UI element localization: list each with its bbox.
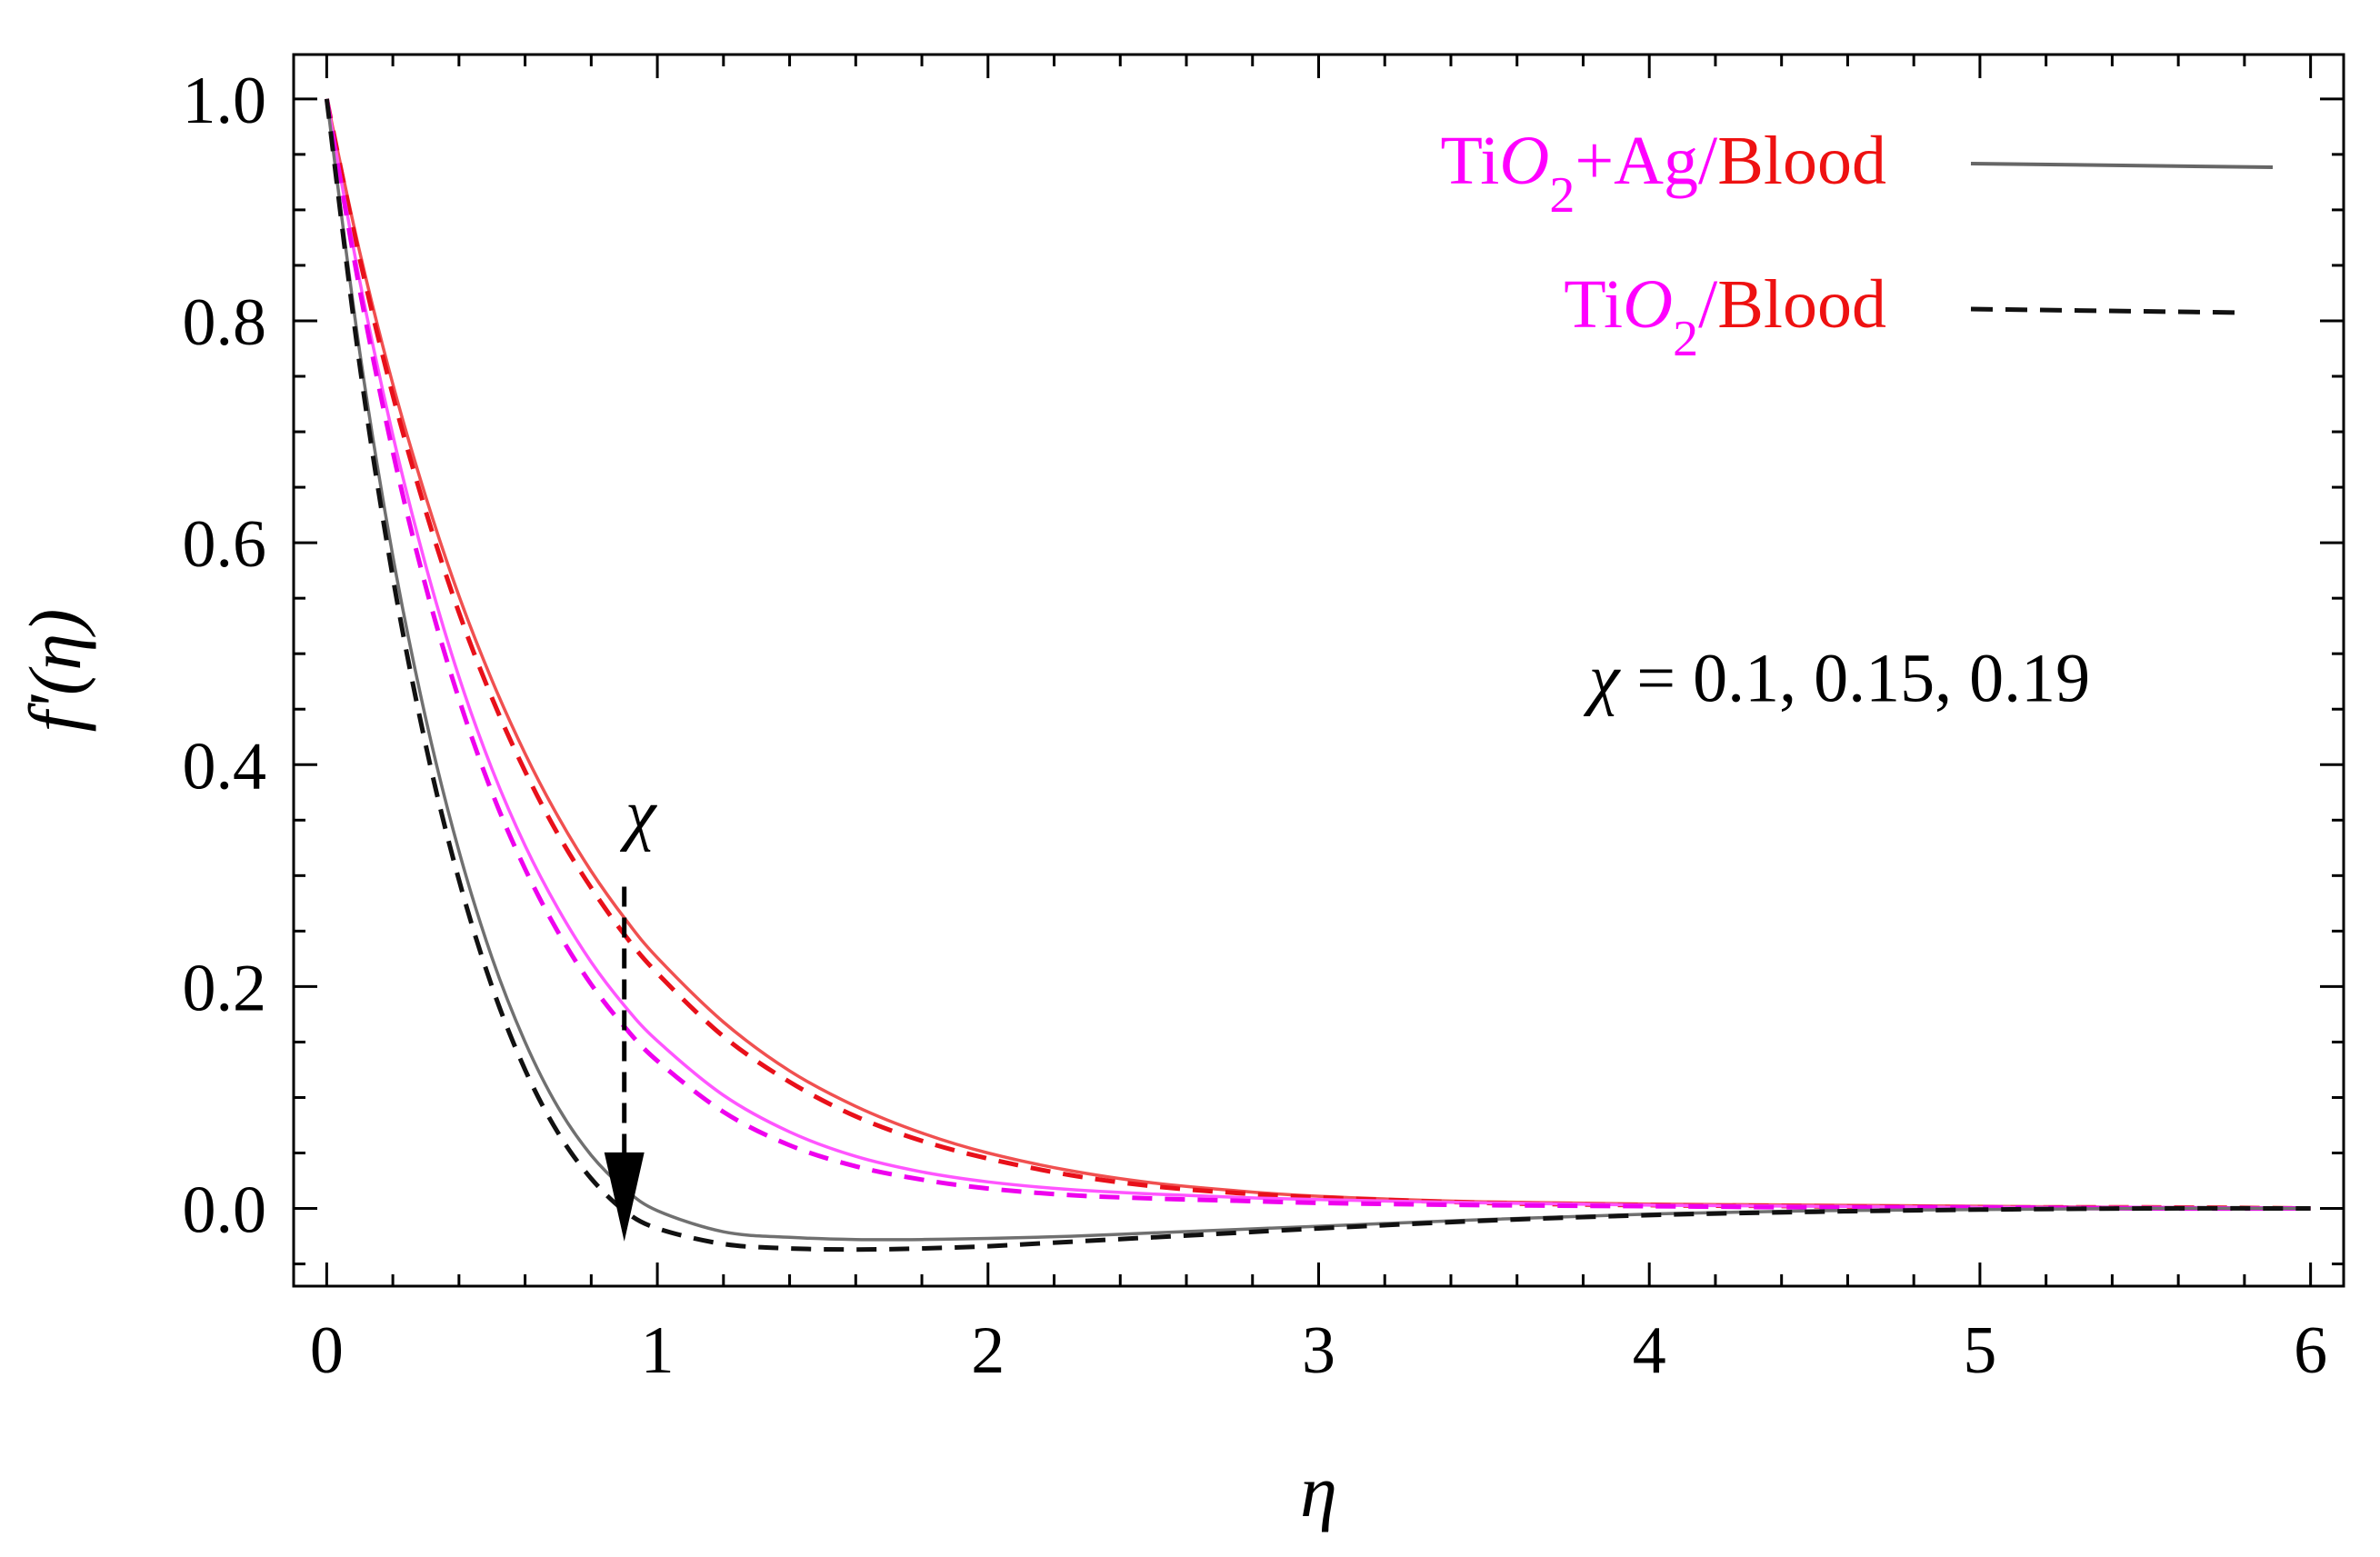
- legend-text-part: Ti: [1564, 266, 1623, 343]
- series-line-6: [324, 98, 2311, 1253]
- x-tick-label: 0: [310, 1313, 344, 1388]
- y-tick-label: 0.4: [183, 729, 267, 803]
- series-line-5: [325, 98, 2311, 1242]
- legend-text-part: /: [1698, 266, 1718, 343]
- chi-values-annotation: χ = 0.1, 0.15, 0.19: [1583, 641, 2090, 717]
- x-tick-label: 2: [971, 1313, 1005, 1388]
- y-tick-label: 0.0: [183, 1173, 267, 1248]
- x-tick-label: 3: [1302, 1313, 1335, 1388]
- legend-text-part: O: [1499, 123, 1549, 199]
- series-line-2: [324, 98, 2311, 1211]
- y-tick-label: 0.8: [183, 285, 267, 360]
- legend-text-part: O: [1623, 266, 1673, 343]
- annotation-layer: χχ = 0.1, 0.15, 0.19: [604, 641, 2090, 1242]
- y-tick-label: 0.2: [183, 951, 267, 1025]
- legend-text-part: +Ag/: [1575, 123, 1718, 199]
- y-tick-label: 0.6: [183, 507, 267, 582]
- chi-arrow-label: χ: [619, 776, 657, 853]
- x-axis-title: η: [1300, 1450, 1337, 1532]
- x-tick-label: 4: [1633, 1313, 1666, 1388]
- chi-values-text: = 0.1, 0.15, 0.19: [1619, 641, 2090, 717]
- y-axis-title: f'(η): [14, 609, 96, 733]
- x-tick-label: 6: [2294, 1313, 2327, 1388]
- x-tick-label: 1: [641, 1313, 675, 1388]
- label-layer: 0 1 2 3 4 5 6 0.0 0.2 0.4 0.6 0.8 1.0 η f'(η): [14, 64, 2327, 1532]
- x-tick-label: 5: [1963, 1313, 1996, 1388]
- y-tick-label: 1.0: [183, 64, 267, 138]
- legend-text-part: Ti: [1441, 123, 1500, 199]
- legend-text-part: 2: [1549, 167, 1575, 224]
- legend-entry-1-line: [1970, 162, 2274, 169]
- legend-entry-2-label: TiO2/Blood: [1564, 266, 1886, 367]
- series-layer: [324, 98, 2311, 1253]
- series-line-3: [325, 98, 2311, 1211]
- legend-entry-1-label: TiO2+Ag/Blood: [1441, 123, 1886, 224]
- chi-values-symbol: χ: [1583, 641, 1621, 717]
- legend-text-part: Blood: [1717, 266, 1886, 343]
- legend-entry-2-line: [1970, 306, 2246, 315]
- legend-text-part: Blood: [1717, 123, 1886, 199]
- legend-text-part: 2: [1673, 311, 1698, 367]
- tick-layer: [294, 55, 2344, 1286]
- arrow-head: [604, 1152, 645, 1242]
- series-line-4: [324, 98, 2311, 1212]
